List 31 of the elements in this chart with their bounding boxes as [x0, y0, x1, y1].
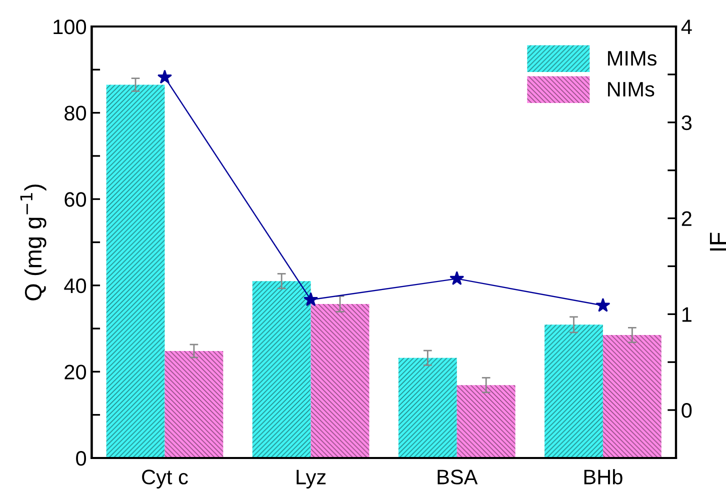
bar	[164, 350, 224, 458]
legend-label: MIMs	[608, 51, 656, 66]
y2-tick-label: 3	[682, 115, 692, 130]
y-tick-label: 40	[64, 278, 86, 294]
bar	[456, 385, 516, 458]
point	[450, 271, 464, 285]
point	[157, 70, 172, 84]
x-tick-label: BHb	[584, 469, 622, 484]
bar	[106, 84, 165, 458]
y-tick-label: 60	[64, 192, 86, 207]
y-tick-label: 80	[64, 106, 86, 121]
y-tick-label: 20	[64, 364, 86, 380]
x-tick-label: Cyt c	[142, 470, 188, 489]
y2-tick-label: 0	[682, 403, 692, 418]
bar	[602, 335, 662, 458]
bar	[252, 281, 311, 458]
y-tick-label: 0	[76, 451, 86, 466]
bar	[310, 304, 370, 458]
point	[304, 292, 318, 306]
bar	[544, 324, 603, 458]
y-tick-label: 100	[54, 20, 86, 34]
y2-axis-title: IF	[710, 232, 726, 251]
y2-tick-label: 2	[682, 211, 692, 226]
legend-label: NIMs	[608, 82, 654, 97]
y2-tick-label: 4	[681, 20, 692, 34]
y-axis-title: Q (mg g$^{−1}$)	[20, 184, 46, 300]
x-tick-label: Lyz	[296, 470, 326, 489]
point	[596, 298, 610, 312]
bar	[398, 358, 457, 458]
x-tick-label: BSA	[438, 470, 478, 484]
y2-tick-label: 1	[682, 307, 692, 322]
